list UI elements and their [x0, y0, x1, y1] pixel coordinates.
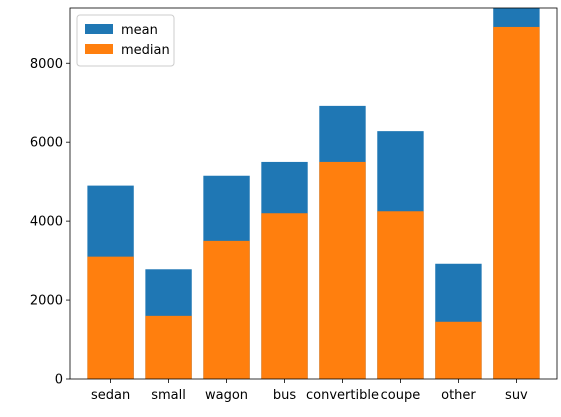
plot-frame [69, 7, 558, 380]
x-tick-label: wagon [205, 388, 248, 403]
y-tick-label: 8000 [30, 57, 63, 72]
x-tick-label: other [441, 388, 476, 403]
bar-median-bus [261, 213, 308, 379]
axes: 0 2000 4000 6000 8000 sedan small wagon bus conve… [30, 7, 558, 403]
x-tick-label: coupe [381, 388, 421, 403]
legend-label-mean: mean [121, 23, 158, 38]
bar-median-small [145, 315, 192, 379]
bars [87, 8, 540, 380]
y-tick-label: 4000 [30, 215, 63, 230]
bar-median-sedan [87, 256, 134, 379]
bar-median-suv [493, 26, 540, 380]
x-tick-label: small [151, 388, 186, 403]
x-tick-label: sedan [91, 388, 130, 403]
bar-median-coupe [377, 211, 424, 379]
bar-median-other [435, 321, 482, 379]
legend-swatch-median [85, 44, 113, 54]
bar-median-convertible [319, 161, 366, 379]
bar-median-wagon [203, 240, 250, 379]
x-tick-label: bus [273, 388, 296, 403]
legend-swatch-mean [85, 24, 113, 34]
legend: mean median [76, 14, 175, 67]
y-tick-label: 0 [55, 373, 63, 388]
y-tick-label: 2000 [30, 294, 63, 309]
legend-label-median: median [121, 43, 170, 58]
x-tick-label: suv [505, 388, 528, 403]
y-tick-label: 6000 [30, 136, 63, 151]
x-tick-label: convertible [306, 388, 379, 403]
